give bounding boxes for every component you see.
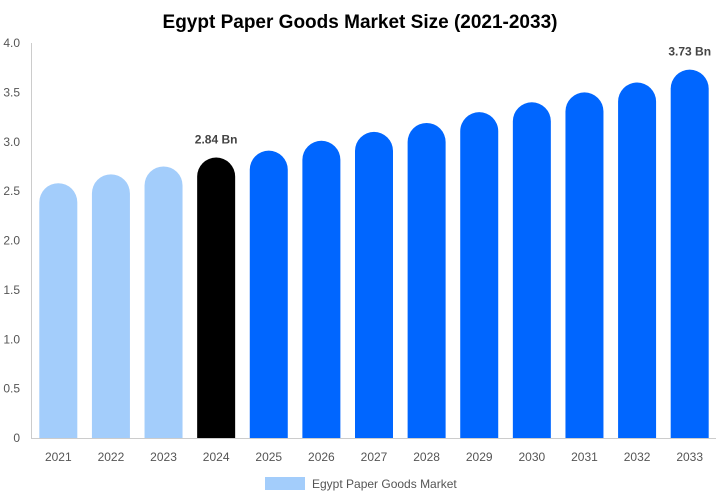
y-tick-label: 3.0 bbox=[3, 135, 20, 149]
x-tick-label: 2027 bbox=[361, 450, 388, 464]
bar-2025[interactable] bbox=[249, 150, 288, 438]
bar-2027[interactable] bbox=[355, 131, 393, 438]
bar-2023[interactable] bbox=[144, 166, 183, 438]
x-tick-label: 2030 bbox=[518, 450, 545, 464]
x-tick-label: 2022 bbox=[98, 450, 125, 464]
data-label: 3.73 Bn bbox=[668, 45, 711, 59]
y-tick-label: 1.0 bbox=[3, 332, 20, 346]
bar-2024[interactable] bbox=[197, 157, 236, 439]
legend-swatch[interactable] bbox=[265, 477, 305, 490]
y-tick-label: 1.5 bbox=[3, 283, 20, 297]
y-tick-label: 0 bbox=[13, 431, 20, 445]
bar-2028[interactable] bbox=[407, 122, 446, 438]
x-tick-label: 2032 bbox=[624, 450, 651, 464]
bar-2032[interactable] bbox=[618, 82, 657, 439]
x-tick-label: 2025 bbox=[255, 450, 282, 464]
x-tick-label: 2021 bbox=[45, 450, 72, 464]
bar-2033[interactable] bbox=[670, 69, 709, 438]
bar-2029[interactable] bbox=[460, 112, 499, 438]
chart-title: Egypt Paper Goods Market Size (2021-2033… bbox=[163, 12, 558, 33]
bar-2030[interactable] bbox=[512, 102, 551, 438]
y-tick-label: 2.5 bbox=[3, 184, 20, 198]
x-tick-label: 2028 bbox=[413, 450, 440, 464]
legend-label[interactable]: Egypt Paper Goods Market bbox=[312, 477, 457, 491]
data-label: 2.84 Bn bbox=[195, 133, 238, 147]
x-tick-label: 2026 bbox=[308, 450, 335, 464]
bar-2031[interactable] bbox=[565, 92, 604, 438]
x-tick-label: 2031 bbox=[571, 450, 598, 464]
bar-2026[interactable] bbox=[302, 140, 341, 438]
x-tick-label: 2029 bbox=[466, 450, 493, 464]
y-tick-label: 3.5 bbox=[3, 85, 20, 99]
x-tick-label: 2033 bbox=[676, 450, 703, 464]
x-tick-label: 2024 bbox=[203, 450, 230, 464]
y-tick-label: 2.0 bbox=[3, 234, 20, 248]
x-tick-label: 2023 bbox=[150, 450, 177, 464]
y-tick-label: 4.0 bbox=[3, 36, 20, 50]
y-tick-label: 0.5 bbox=[3, 382, 20, 396]
bar-2022[interactable] bbox=[91, 174, 130, 438]
bar-2021[interactable] bbox=[39, 183, 78, 438]
